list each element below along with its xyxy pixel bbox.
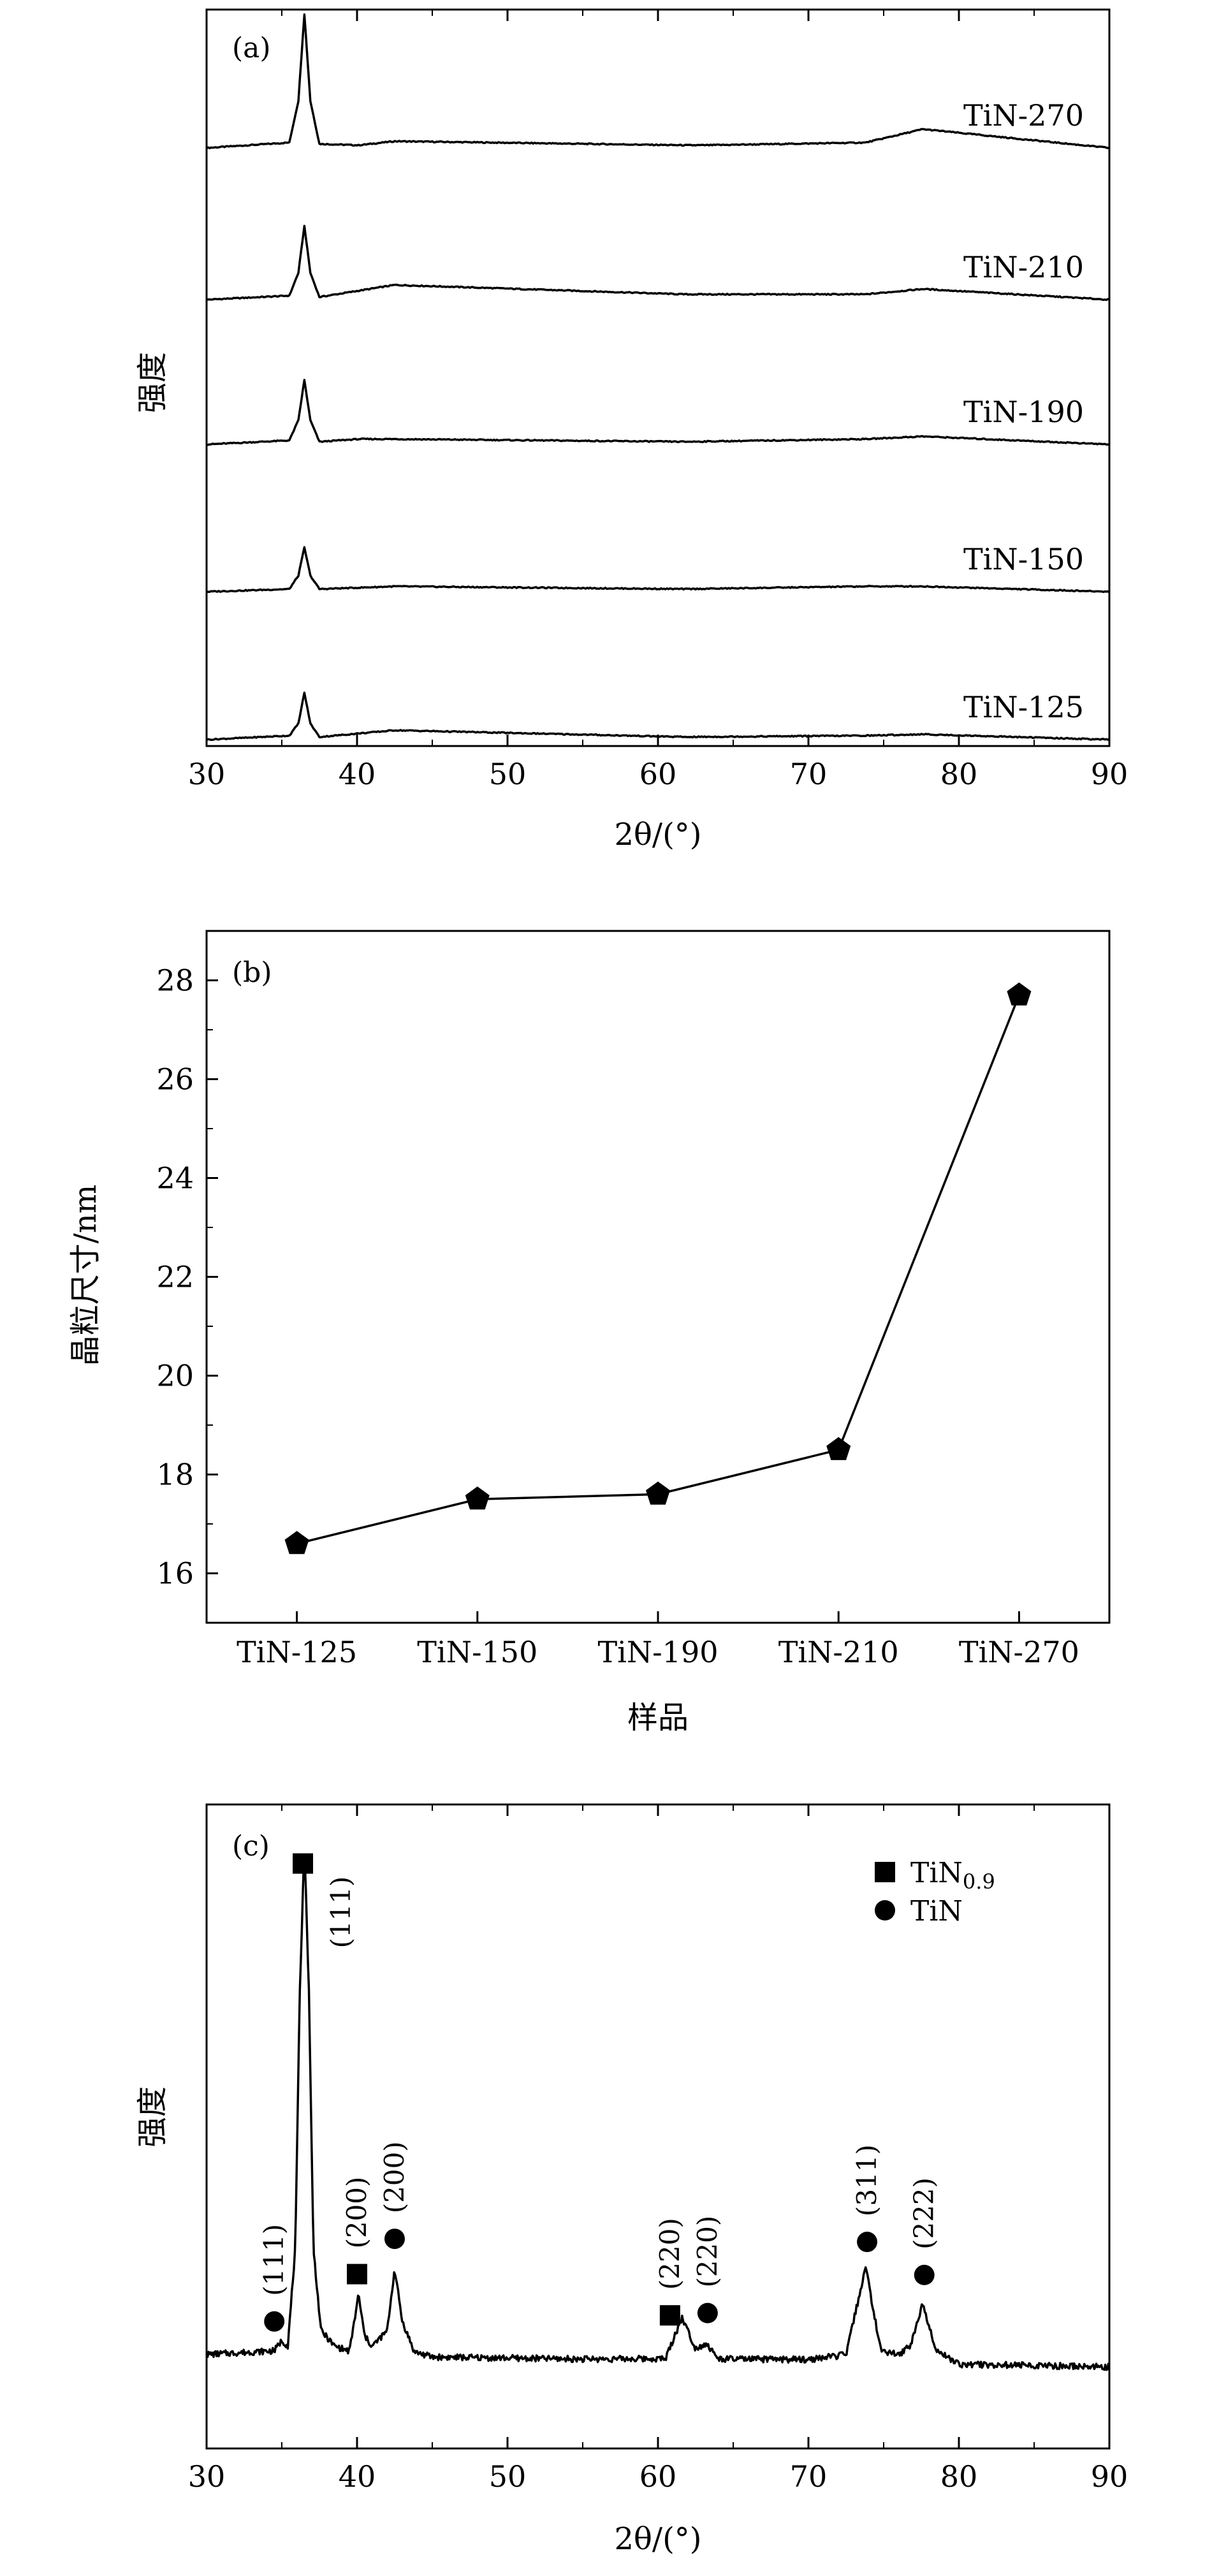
peak-label: (111): [258, 2224, 289, 2296]
panel-c-peak-annotations: (111) (111) (200) (200) (220) (220) (311) (222): [258, 1853, 940, 2332]
data-point-tin-190: [646, 1481, 670, 1505]
peak-marker-circle: [857, 2232, 878, 2253]
panel-a-x-tick-label: 60: [639, 757, 677, 791]
panel-c: (c) 强度 2θ/(°) 30 40 50 60 70 80 90 (111)(111)(…: [135, 1803, 1128, 2557]
panel-c-x-tick-label: 40: [339, 2459, 376, 2494]
panel-a-label: (a): [232, 32, 271, 64]
panel-b-x-tick-label: TiN-150: [417, 1635, 537, 1669]
panel-c-x-tick-label: 70: [790, 2459, 828, 2494]
peak-label: (311): [851, 2144, 882, 2216]
grain-size-line: [296, 995, 1021, 1545]
panel-c-x-tick-label: 60: [639, 2459, 677, 2494]
peak-marker-square: [293, 1853, 314, 1874]
panel-b-series: [284, 982, 1032, 1555]
peak-marker-circle: [914, 2264, 935, 2285]
panel-a-x-tick-label: 90: [1091, 757, 1128, 791]
panel-b-x-tick-label: TiN-190: [598, 1635, 719, 1669]
panel-c-trace: [206, 1859, 1111, 2371]
peak-label: (222): [909, 2177, 940, 2250]
panel-a-x-tick-label: 30: [188, 757, 226, 791]
panel-a-x-tick-label: 50: [489, 757, 527, 791]
panel-c-x-tick-label: 90: [1091, 2459, 1128, 2494]
xrd-trace-c: [206, 1859, 1111, 2371]
peak-marker-square: [659, 2305, 680, 2326]
data-point-tin-210: [826, 1437, 851, 1460]
panel-b-axes: 16 18 20 22 24 26 28 TiN-125 TiN-150 TiN-190 TiN-2…: [156, 963, 1079, 1670]
panel-b-y-tick-label: 22: [156, 1260, 194, 1294]
panel-b-y-tick-label: 24: [156, 1161, 194, 1196]
trace-tin-150: [206, 546, 1110, 594]
panel-b: (b) 晶粒尺寸/nm 样品 16 18 20 22 24 26 28 TiN-125 TiN-…: [68, 930, 1111, 1736]
panel-b-y-tick-label: 26: [156, 1062, 194, 1097]
data-point-tin-270: [1007, 982, 1032, 1006]
panel-c-x-axis: 30 40 50 60 70 80 90: [188, 1804, 1128, 2494]
panel-c-xlabel: 2θ/(°): [614, 2521, 701, 2557]
panel-b-y-tick-label: 18: [156, 1458, 194, 1492]
data-point-tin-150: [465, 1486, 490, 1510]
series-label-tin-125: TiN-125: [963, 690, 1084, 724]
panel-b-frame: [205, 930, 1111, 1624]
series-label-tin-210: TiN-210: [963, 250, 1084, 284]
panel-c-x-tick-label: 80: [940, 2459, 978, 2494]
trace-tin-210: [206, 224, 1110, 302]
panel-a-x-axis: 30 40 50 60 70 80 90: [188, 10, 1128, 791]
panel-a-x-tick-label: 80: [940, 757, 978, 791]
trace-tin-190: [206, 379, 1110, 446]
peak-label: (220): [692, 2216, 723, 2288]
panel-c-x-tick-label: 30: [188, 2459, 226, 2494]
panel-b-y-tick-label: 20: [156, 1359, 194, 1393]
peak-marker-square: [347, 2264, 367, 2285]
panel-b-y-tick-label: 28: [156, 963, 194, 998]
panel-c-label: (c): [232, 1830, 270, 1862]
legend-circle-marker: [875, 1900, 895, 1921]
panel-a-xlabel: 2θ/(°): [614, 817, 701, 853]
panel-b-xlabel: 样品: [627, 1700, 689, 1736]
legend-label-tin: TiN: [910, 1895, 963, 1928]
data-point-tin-125: [284, 1531, 309, 1555]
peak-marker-circle: [264, 2311, 285, 2332]
peak-label: (220): [654, 2218, 685, 2290]
peak-label: (200): [341, 2177, 372, 2249]
peak-label: (111): [325, 1877, 356, 1949]
panel-a-ylabel: 强度: [135, 352, 170, 413]
trace-tin-125: [206, 691, 1110, 742]
panel-a-x-tick-label: 40: [339, 757, 376, 791]
peak-marker-circle: [384, 2228, 405, 2250]
panel-c-legend: TiN0.9 TiN: [875, 1857, 995, 1928]
peak-marker-circle: [697, 2302, 718, 2324]
series-label-tin-150: TiN-150: [963, 542, 1084, 576]
panel-b-x-tick-label: TiN-210: [778, 1635, 899, 1669]
peak-label: (200): [379, 2141, 410, 2213]
panel-b-label: (b): [232, 956, 272, 989]
panel-b-y-tick-label: 16: [156, 1556, 194, 1591]
panel-a-traces: [205, 13, 1110, 742]
series-label-tin-270: TiN-270: [963, 98, 1084, 133]
panel-a: (a) 强度 2θ/(°) 30 40 50 60 70 80 90 TiN-270TiN-…: [135, 8, 1128, 853]
series-label-tin-190: TiN-190: [963, 395, 1084, 429]
trace-tin-270: [205, 13, 1110, 150]
panel-c-x-tick-label: 50: [489, 2459, 527, 2494]
legend-square-marker: [875, 1862, 895, 1882]
panel-a-x-tick-label: 70: [790, 757, 828, 791]
panel-b-x-tick-label: TiN-270: [959, 1635, 1079, 1669]
panel-a-series-labels: TiN-270 TiN-210 TiN-190 TiN-150 TiN-125: [963, 98, 1084, 724]
panel-c-ylabel: 强度: [135, 2086, 170, 2148]
panel-b-ylabel: 晶粒尺寸/nm: [68, 1185, 103, 1366]
legend-label-tin09: TiN0.9: [910, 1857, 995, 1894]
panel-b-x-tick-label: TiN-125: [237, 1635, 357, 1669]
